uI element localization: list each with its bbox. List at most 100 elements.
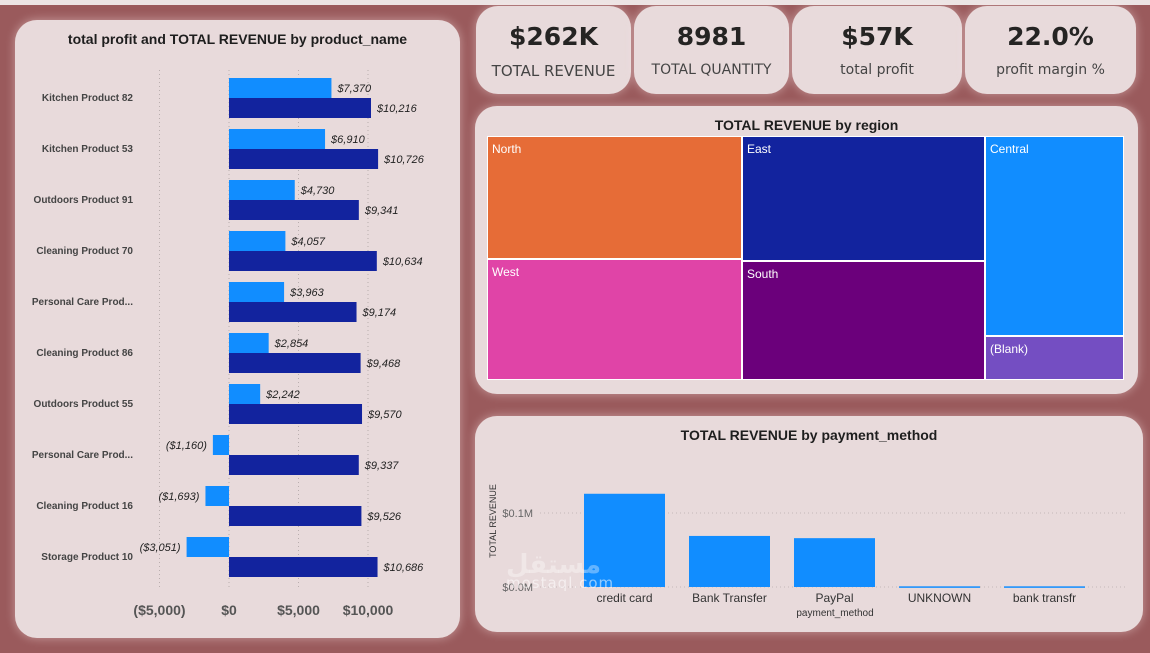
- kpi-value: 22.0%: [1007, 22, 1094, 51]
- revenue-bar: [229, 404, 363, 424]
- category-label: Outdoors Product 55: [34, 399, 134, 410]
- revenue-data-label: $9,174: [362, 307, 397, 319]
- x-tick-label: $10,000: [343, 602, 394, 618]
- profit-bar: [186, 537, 229, 557]
- revenue-by-payment-method-chart: $0.0M $0.1M TOTAL REVENUE credit card Bank T…: [488, 484, 1125, 619]
- revenue-bar: [229, 98, 372, 118]
- profit-revenue-bar-chart-card[interactable]: total profit and TOTAL REVENUE by produc…: [15, 20, 460, 638]
- profit-data-label: $7,370: [336, 83, 372, 95]
- treemap-label: East: [747, 142, 772, 156]
- treemap-title: TOTAL REVENUE by region: [714, 117, 899, 133]
- profit-data-label: $4,057: [290, 236, 326, 248]
- revenue-data-label: $9,337: [364, 460, 400, 472]
- kpi-total-profit-card[interactable]: $57K total profit: [792, 6, 962, 94]
- revenue-column: [899, 586, 980, 588]
- revenue-bar: [229, 506, 362, 526]
- revenue-bar: [229, 455, 359, 475]
- revenue-column: [794, 538, 875, 587]
- revenue-data-label: $10,726: [383, 154, 425, 166]
- y-tick-label: $0.0M: [502, 582, 533, 594]
- profit-revenue-bar-chart: ($5,000) $0 $5,000 $10,000 Kitchen Product 8…: [32, 70, 425, 618]
- revenue-bar: [229, 302, 357, 322]
- profit-data-label: $3,963: [289, 287, 325, 299]
- revenue-column: [689, 535, 770, 587]
- revenue-bar: [229, 200, 359, 220]
- category-label: PayPal: [815, 591, 853, 605]
- revenue-column: [1004, 586, 1085, 588]
- category-label: UNKNOWN: [908, 591, 971, 605]
- revenue-by-region-treemap-card[interactable]: TOTAL REVENUE by region North East Centr…: [475, 106, 1138, 394]
- kpi-total-quantity-card[interactable]: 8981 TOTAL QUANTITY: [634, 6, 789, 94]
- revenue-data-label: $9,341: [364, 205, 399, 217]
- x-tick-label: ($5,000): [133, 602, 185, 618]
- treemap-label: West: [492, 265, 520, 279]
- revenue-data-label: $9,526: [366, 511, 402, 523]
- category-label: Kitchen Product 82: [42, 93, 134, 104]
- profit-data-label: ($1,160): [166, 440, 207, 452]
- category-label: Personal Care Prod...: [32, 450, 133, 461]
- kpi-label: profit margin %: [996, 62, 1105, 78]
- profit-bar: [229, 231, 286, 251]
- profit-data-label: $4,730: [300, 185, 336, 197]
- category-label: credit card: [596, 591, 652, 605]
- kpi-total-revenue-card[interactable]: $262K TOTAL REVENUE: [476, 6, 631, 94]
- x-axis-label: payment_method: [796, 608, 873, 619]
- kpi-value: $57K: [841, 22, 913, 51]
- treemap-label: (Blank): [990, 342, 1029, 356]
- kpi-value: $262K: [509, 22, 598, 51]
- treemap-cell-west[interactable]: West: [487, 259, 742, 380]
- category-label: Kitchen Product 53: [42, 144, 134, 155]
- treemap-cell-blank[interactable]: (Blank): [985, 336, 1124, 380]
- treemap-cell-east[interactable]: East: [742, 136, 985, 261]
- revenue-column: [584, 493, 665, 587]
- category-label: Personal Care Prod...: [32, 297, 133, 308]
- profit-bar: [229, 78, 332, 98]
- category-label: Cleaning Product 70: [36, 246, 133, 257]
- category-label: Outdoors Product 91: [34, 195, 134, 206]
- kpi-value: 8981: [676, 22, 747, 51]
- y-axis-label: TOTAL REVENUE: [488, 484, 498, 558]
- y-tick-label: $0.1M: [502, 508, 533, 520]
- treemap-cell-central[interactable]: Central: [985, 136, 1124, 336]
- treemap-cell-south[interactable]: South: [742, 261, 985, 380]
- column-chart-title: TOTAL REVENUE by payment_method: [680, 427, 938, 443]
- treemap-label: South: [747, 267, 779, 281]
- kpi-label: total profit: [840, 62, 914, 78]
- treemap-label: North: [492, 142, 522, 156]
- profit-bar: [212, 435, 229, 455]
- kpi-label: TOTAL REVENUE: [491, 62, 616, 80]
- revenue-data-label: $10,634: [382, 256, 423, 268]
- profit-bar: [229, 282, 285, 302]
- revenue-data-label: $9,468: [366, 358, 402, 370]
- x-tick-label: $5,000: [277, 602, 320, 618]
- category-label: Storage Product 10: [41, 552, 133, 563]
- revenue-data-label: $9,570: [367, 409, 403, 421]
- revenue-bar: [229, 353, 361, 373]
- profit-bar: [229, 129, 326, 149]
- profit-bar: [229, 180, 295, 200]
- treemap-cell-north[interactable]: North: [487, 136, 742, 259]
- kpi-label: TOTAL QUANTITY: [651, 62, 772, 78]
- profit-data-label: $6,910: [330, 134, 366, 146]
- x-tick-label: $0: [221, 602, 237, 618]
- profit-data-label: $2,854: [274, 338, 309, 350]
- profit-bar: [229, 384, 261, 404]
- category-label: Cleaning Product 86: [36, 348, 133, 359]
- category-label: bank transfr: [1013, 591, 1076, 605]
- revenue-bar: [229, 149, 379, 169]
- bar-chart-title: total profit and TOTAL REVENUE by produc…: [67, 31, 408, 47]
- profit-bar: [229, 333, 269, 353]
- profit-bar: [205, 486, 229, 506]
- revenue-bar: [229, 557, 378, 577]
- treemap-label: Central: [990, 142, 1029, 156]
- watermark-logo: مستقل: [506, 550, 602, 580]
- profit-data-label: $2,242: [265, 389, 300, 401]
- watermark-text: mostaql.com: [506, 574, 615, 592]
- revenue-data-label: $10,686: [383, 562, 425, 574]
- profit-data-label: ($3,051): [140, 542, 181, 554]
- revenue-by-payment-method-card[interactable]: TOTAL REVENUE by payment_method $0.0M $0.…: [475, 416, 1143, 632]
- kpi-profit-margin-card[interactable]: 22.0% profit margin %: [965, 6, 1136, 94]
- category-label: Cleaning Product 16: [36, 501, 133, 512]
- revenue-data-label: $10,216: [376, 103, 418, 115]
- top-strip: [0, 0, 1150, 5]
